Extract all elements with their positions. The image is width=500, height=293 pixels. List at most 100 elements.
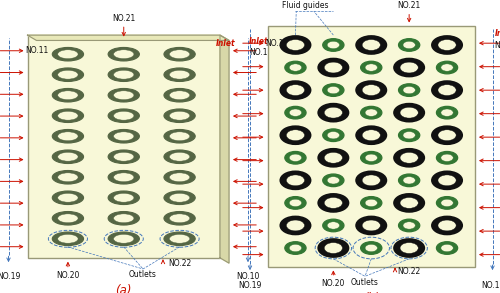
Ellipse shape: [286, 40, 304, 50]
Polygon shape: [28, 35, 229, 40]
Ellipse shape: [114, 70, 134, 79]
Ellipse shape: [400, 243, 418, 253]
Ellipse shape: [280, 171, 310, 189]
Ellipse shape: [400, 152, 418, 163]
Ellipse shape: [438, 40, 456, 50]
Ellipse shape: [114, 50, 134, 59]
Ellipse shape: [108, 171, 140, 184]
Ellipse shape: [438, 130, 456, 141]
Ellipse shape: [164, 109, 195, 122]
Ellipse shape: [52, 109, 84, 122]
Ellipse shape: [108, 68, 140, 81]
Ellipse shape: [324, 62, 342, 73]
Ellipse shape: [290, 244, 302, 252]
Ellipse shape: [58, 91, 78, 100]
Ellipse shape: [164, 130, 195, 143]
Ellipse shape: [58, 70, 78, 79]
Ellipse shape: [398, 219, 420, 232]
Ellipse shape: [356, 36, 386, 54]
Ellipse shape: [436, 151, 458, 164]
Ellipse shape: [108, 212, 140, 225]
Ellipse shape: [285, 242, 306, 254]
Ellipse shape: [286, 175, 304, 186]
Ellipse shape: [403, 177, 415, 184]
Text: NO.11: NO.11: [25, 46, 48, 55]
Ellipse shape: [170, 70, 190, 79]
Ellipse shape: [164, 68, 195, 81]
Text: NO.11: NO.11: [265, 39, 288, 48]
Bar: [268, 26, 475, 267]
Ellipse shape: [290, 199, 302, 207]
Ellipse shape: [114, 234, 134, 243]
Ellipse shape: [52, 171, 84, 184]
Ellipse shape: [365, 199, 378, 207]
Ellipse shape: [356, 126, 386, 144]
Ellipse shape: [108, 232, 140, 246]
Ellipse shape: [318, 194, 348, 212]
Ellipse shape: [170, 50, 190, 59]
Bar: [28, 35, 220, 258]
Text: NO.21: NO.21: [398, 1, 421, 10]
Ellipse shape: [322, 129, 344, 142]
Ellipse shape: [58, 234, 78, 243]
Ellipse shape: [58, 173, 78, 182]
Ellipse shape: [360, 197, 382, 209]
Ellipse shape: [108, 109, 140, 122]
Ellipse shape: [318, 149, 348, 167]
Ellipse shape: [400, 197, 418, 208]
Ellipse shape: [164, 171, 195, 184]
Ellipse shape: [58, 152, 78, 161]
Ellipse shape: [164, 212, 195, 225]
Text: (a): (a): [116, 284, 132, 293]
Ellipse shape: [327, 177, 340, 184]
Ellipse shape: [360, 151, 382, 164]
Ellipse shape: [398, 39, 420, 51]
Ellipse shape: [322, 39, 344, 51]
Ellipse shape: [360, 106, 382, 119]
Text: NO.20: NO.20: [56, 271, 80, 280]
Ellipse shape: [52, 47, 84, 61]
Ellipse shape: [164, 88, 195, 102]
Ellipse shape: [324, 197, 342, 208]
Ellipse shape: [432, 126, 462, 144]
Text: Outlets: Outlets: [129, 270, 157, 280]
Ellipse shape: [108, 150, 140, 163]
Ellipse shape: [108, 88, 140, 102]
Ellipse shape: [403, 132, 415, 139]
Text: NO.1: NO.1: [249, 48, 268, 57]
Ellipse shape: [286, 130, 304, 141]
Ellipse shape: [164, 47, 195, 61]
Ellipse shape: [400, 107, 418, 118]
Ellipse shape: [403, 41, 415, 49]
Ellipse shape: [327, 132, 340, 139]
Ellipse shape: [362, 40, 380, 50]
Ellipse shape: [324, 152, 342, 163]
Ellipse shape: [170, 193, 190, 202]
Ellipse shape: [58, 193, 78, 202]
Ellipse shape: [324, 243, 342, 253]
Ellipse shape: [394, 149, 424, 167]
Ellipse shape: [403, 222, 415, 229]
Ellipse shape: [394, 104, 424, 122]
Ellipse shape: [285, 61, 306, 74]
Ellipse shape: [324, 107, 342, 118]
Ellipse shape: [432, 217, 462, 234]
Ellipse shape: [432, 36, 462, 54]
Ellipse shape: [327, 41, 340, 49]
Ellipse shape: [170, 234, 190, 243]
Ellipse shape: [285, 106, 306, 119]
Ellipse shape: [108, 130, 140, 143]
Ellipse shape: [164, 191, 195, 205]
Ellipse shape: [58, 111, 78, 120]
Ellipse shape: [280, 36, 310, 54]
Ellipse shape: [286, 220, 304, 231]
Ellipse shape: [436, 106, 458, 119]
Ellipse shape: [400, 62, 418, 73]
Ellipse shape: [58, 214, 78, 223]
Text: NO.19: NO.19: [238, 281, 262, 290]
Ellipse shape: [356, 81, 386, 99]
Ellipse shape: [114, 173, 134, 182]
Text: (b): (b): [363, 292, 380, 293]
Ellipse shape: [318, 104, 348, 122]
Ellipse shape: [164, 232, 195, 246]
